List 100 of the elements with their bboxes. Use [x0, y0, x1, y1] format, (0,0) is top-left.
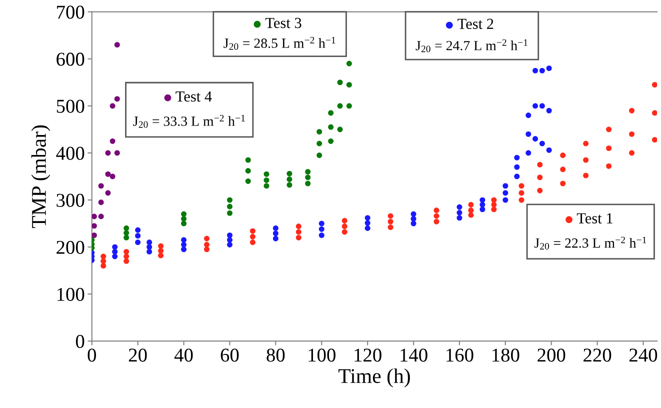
y-tick-label: 500 — [56, 100, 84, 113]
point — [180, 216, 187, 222]
point — [560, 166, 566, 172]
point — [114, 96, 120, 102]
point — [410, 211, 416, 217]
point — [226, 210, 232, 216]
point — [110, 103, 116, 109]
point — [264, 183, 270, 189]
point — [346, 60, 352, 66]
point — [92, 214, 97, 220]
point — [180, 220, 187, 226]
point — [560, 152, 566, 158]
point — [532, 68, 538, 74]
point — [318, 226, 324, 232]
y-tick-label: 300 — [56, 194, 84, 207]
point — [180, 242, 187, 248]
point — [105, 190, 111, 196]
point — [364, 220, 370, 226]
point — [537, 188, 543, 194]
point — [204, 246, 210, 252]
point — [606, 145, 612, 152]
point — [537, 162, 543, 168]
point — [532, 136, 538, 142]
point — [456, 204, 462, 210]
point — [305, 174, 311, 180]
point — [628, 108, 635, 114]
point — [112, 254, 118, 260]
point — [316, 152, 322, 158]
point — [98, 214, 104, 220]
point — [342, 229, 348, 235]
point — [537, 174, 543, 180]
x-tick-label: 40 — [174, 348, 193, 362]
point — [456, 215, 462, 221]
point — [546, 108, 552, 114]
point — [337, 126, 343, 132]
point — [124, 254, 130, 260]
point — [502, 190, 508, 196]
point — [204, 236, 210, 242]
point — [337, 80, 343, 86]
point — [100, 258, 106, 264]
point — [526, 150, 532, 156]
x-tick-label: 140 — [400, 348, 428, 362]
point — [342, 224, 348, 230]
point — [652, 136, 658, 143]
point — [146, 240, 152, 246]
point — [245, 168, 251, 174]
point — [388, 213, 394, 219]
point — [264, 171, 270, 177]
annotation: J$_{20}$ = 28.5 L m$^{−2}$ h$^{−1}$ — [224, 36, 336, 50]
point — [226, 232, 232, 238]
point — [491, 206, 497, 212]
point — [158, 248, 164, 254]
point — [546, 65, 552, 72]
point — [318, 220, 324, 226]
point — [296, 229, 302, 235]
point — [388, 224, 394, 230]
point — [272, 236, 278, 242]
point — [250, 228, 256, 234]
point — [272, 225, 278, 231]
point — [526, 112, 532, 118]
legend-label: Test 4 — [176, 91, 212, 102]
point — [514, 164, 520, 170]
x-tick-label: 60 — [220, 348, 239, 362]
point — [342, 218, 348, 224]
x-tick-label: 80 — [266, 348, 285, 362]
point — [146, 244, 152, 250]
annotation: J$_{20}$ = 22.3 L m$^{−2}$ h$^{−1}$ — [534, 236, 646, 250]
point — [92, 232, 97, 238]
point — [98, 200, 104, 206]
point — [204, 242, 210, 248]
x-axis-title: Time (h) — [338, 368, 410, 388]
point — [92, 223, 97, 229]
point — [514, 174, 520, 180]
y-axis-title: TMP (mbar) — [31, 125, 50, 228]
point — [112, 244, 118, 250]
point — [286, 170, 292, 176]
point — [628, 150, 635, 156]
point — [110, 174, 116, 180]
point — [410, 216, 416, 222]
point — [364, 225, 370, 231]
point — [316, 128, 322, 135]
point — [652, 110, 658, 116]
y-tick-label: 400 — [56, 146, 84, 160]
point — [158, 243, 164, 249]
point — [146, 248, 152, 254]
x-tick-label: 200 — [538, 348, 566, 362]
point — [491, 202, 497, 208]
x-tick-label: 220 — [584, 348, 612, 362]
point — [518, 197, 524, 203]
point — [180, 237, 187, 243]
point — [560, 180, 566, 186]
point — [468, 212, 474, 218]
point — [518, 183, 524, 189]
point — [124, 234, 130, 240]
point — [434, 213, 440, 219]
point — [318, 232, 324, 238]
point — [480, 197, 486, 203]
y-tick-label: 0 — [76, 334, 84, 348]
point — [328, 138, 334, 144]
point — [135, 240, 141, 246]
